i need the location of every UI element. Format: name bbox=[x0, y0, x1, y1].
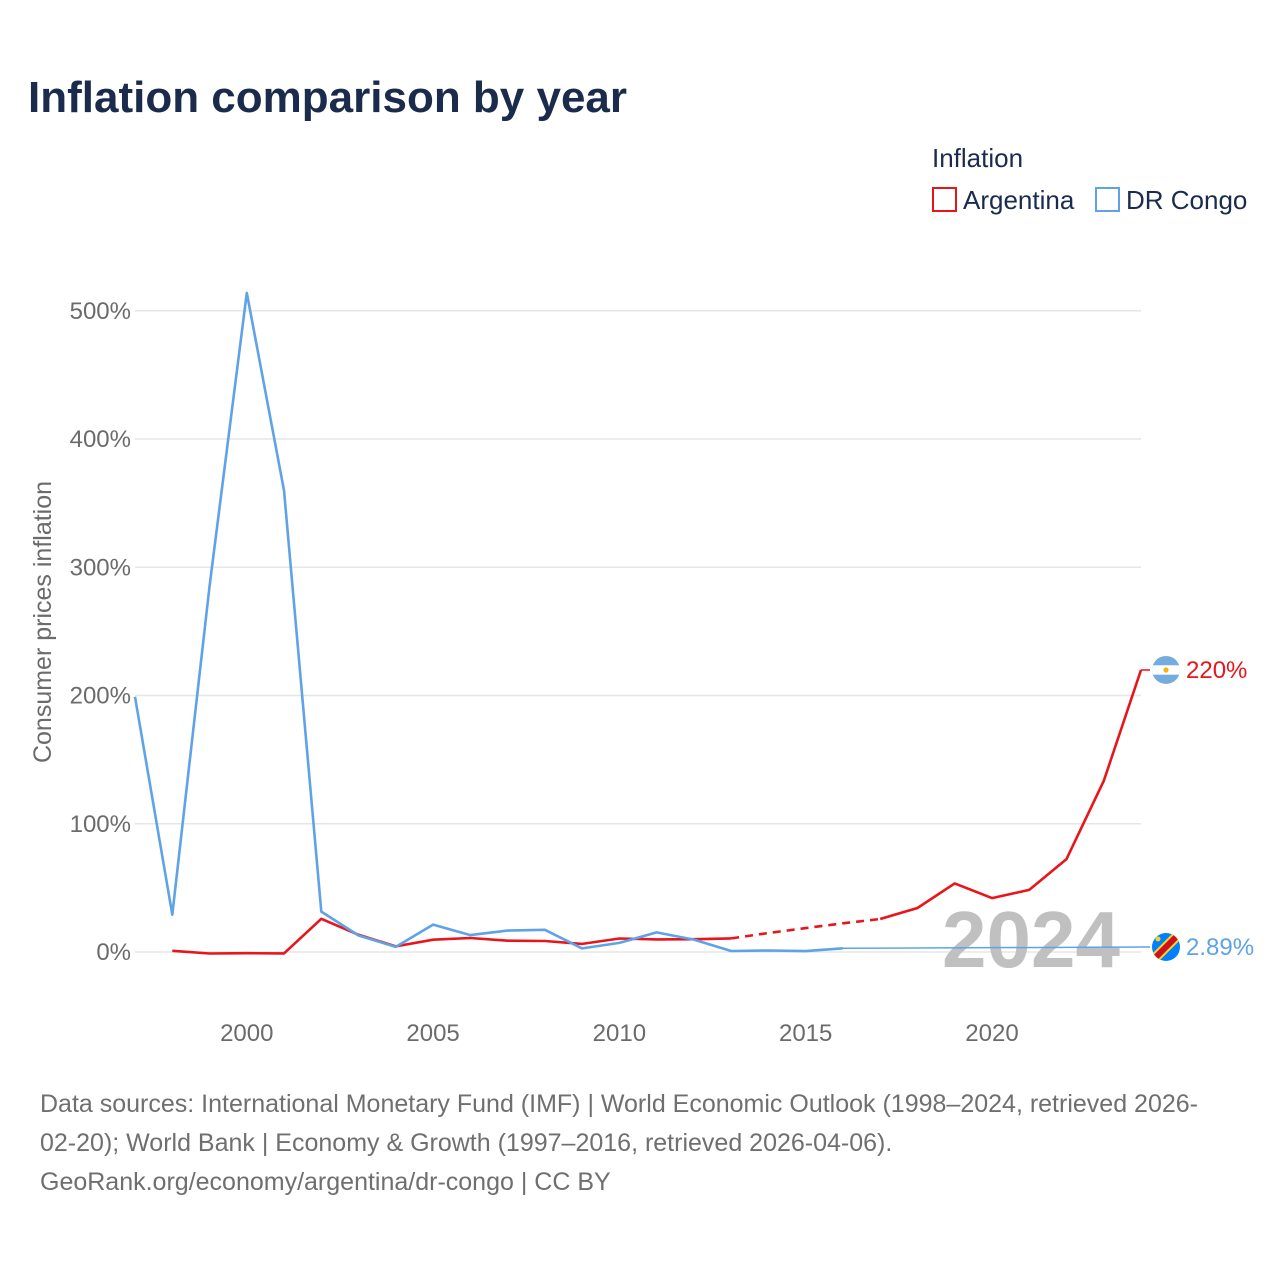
y-tick-label: 400% bbox=[70, 426, 131, 453]
data-point-argentina[interactable] bbox=[242, 948, 252, 958]
data-point-argentina[interactable] bbox=[801, 923, 811, 933]
data-point-argentina[interactable] bbox=[1024, 885, 1034, 895]
legend-item-argentina[interactable]: Argentina bbox=[932, 185, 1075, 215]
chart-canvas: Inflation comparison by year Inflation A… bbox=[28, 73, 1254, 1047]
data-point-argentina[interactable] bbox=[726, 933, 736, 943]
x-tick-label: 2015 bbox=[779, 1020, 832, 1047]
data-point-argentina[interactable] bbox=[838, 918, 848, 928]
chart-title: Inflation comparison by year bbox=[28, 73, 627, 122]
x-tick-label: 2020 bbox=[965, 1020, 1018, 1047]
data-point-dr-congo[interactable] bbox=[354, 930, 364, 940]
series-dr-congo[interactable] bbox=[130, 288, 848, 956]
y-tick-label: 100% bbox=[70, 811, 131, 838]
data-point-argentina[interactable] bbox=[912, 903, 922, 913]
data-point-argentina[interactable] bbox=[205, 949, 215, 959]
y-tick-label: 300% bbox=[70, 554, 131, 581]
data-point-dr-congo[interactable] bbox=[391, 942, 401, 952]
data-point-argentina[interactable] bbox=[503, 936, 513, 946]
data-point-argentina[interactable] bbox=[763, 928, 773, 938]
series-line-dr-congo bbox=[133, 291, 843, 953]
data-point-argentina[interactable] bbox=[1062, 854, 1072, 864]
x-tick-label: 2010 bbox=[593, 1020, 646, 1047]
x-axis-ticks: 2000 2005 2010 2015 2020 bbox=[220, 1020, 1019, 1047]
series-line-estimated-argentina bbox=[731, 917, 881, 940]
y-tick-label: 0% bbox=[96, 939, 131, 966]
data-point-argentina[interactable] bbox=[279, 948, 289, 958]
legend-swatch-dr-congo bbox=[1095, 187, 1120, 212]
legend: Inflation Argentina DR Congo bbox=[932, 143, 1247, 215]
data-point-dr-congo[interactable] bbox=[465, 930, 475, 940]
data-point-argentina[interactable] bbox=[950, 878, 960, 888]
data-point-dr-congo[interactable] bbox=[689, 935, 699, 945]
legend-title: Inflation bbox=[932, 143, 1023, 173]
data-point-argentina[interactable] bbox=[540, 936, 550, 946]
data-point-dr-congo[interactable] bbox=[428, 920, 438, 930]
data-point-dr-congo[interactable] bbox=[652, 927, 662, 937]
data-point-dr-congo[interactable] bbox=[167, 910, 177, 920]
data-point-dr-congo[interactable] bbox=[130, 692, 140, 702]
data-point-dr-congo[interactable] bbox=[577, 943, 587, 953]
end-label-dr-congo: 2.89% bbox=[1186, 934, 1254, 961]
x-tick-label: 2000 bbox=[220, 1020, 273, 1047]
source-line-2: 02-20); World Bank | Economy & Growth (1… bbox=[40, 1129, 893, 1157]
series-layer bbox=[130, 288, 1143, 959]
end-label-argentina: 220% bbox=[1186, 657, 1247, 684]
year-watermark: 2024 bbox=[942, 895, 1120, 984]
data-point-argentina[interactable] bbox=[1099, 776, 1109, 786]
y-axis-ticks: 0% 100% 200% 300% 400% 500% bbox=[70, 298, 131, 966]
data-point-dr-congo[interactable] bbox=[726, 946, 736, 956]
data-point-argentina[interactable] bbox=[428, 935, 438, 945]
data-point-dr-congo[interactable] bbox=[316, 907, 326, 917]
data-point-dr-congo[interactable] bbox=[763, 945, 773, 955]
source-line-1: Data sources: International Monetary Fun… bbox=[40, 1090, 1198, 1118]
legend-swatch-argentina bbox=[932, 187, 957, 212]
argentina-flag-icon bbox=[1152, 655, 1180, 684]
data-sources-note: Data sources: International Monetary Fun… bbox=[40, 1085, 1250, 1202]
y-axis-label: Consumer prices inflation bbox=[29, 481, 57, 763]
end-connector-dr-congo bbox=[842, 946, 1151, 950]
data-point-dr-congo[interactable] bbox=[801, 946, 811, 956]
data-point-dr-congo[interactable] bbox=[279, 485, 289, 495]
series-line-argentina bbox=[879, 669, 1143, 921]
data-point-dr-congo[interactable] bbox=[540, 925, 550, 935]
data-point-dr-congo[interactable] bbox=[614, 938, 624, 948]
y-tick-label: 200% bbox=[70, 683, 131, 710]
data-point-dr-congo[interactable] bbox=[205, 582, 215, 592]
legend-label-argentina: Argentina bbox=[963, 185, 1075, 215]
legend-label-dr-congo: DR Congo bbox=[1126, 185, 1247, 215]
source-link[interactable]: GeoRank.org/economy/argentina/dr-congo |… bbox=[40, 1168, 611, 1196]
data-point-argentina[interactable] bbox=[875, 914, 885, 924]
data-point-dr-congo[interactable] bbox=[242, 288, 252, 298]
data-point-dr-congo[interactable] bbox=[503, 926, 513, 936]
gridlines bbox=[135, 310, 1141, 953]
data-point-argentina[interactable] bbox=[167, 946, 177, 956]
legend-item-dr-congo[interactable]: DR Congo bbox=[1095, 185, 1247, 215]
y-tick-label: 500% bbox=[70, 298, 131, 325]
data-point-argentina[interactable] bbox=[987, 893, 997, 903]
dr-congo-flag-icon bbox=[1152, 933, 1180, 961]
x-tick-label: 2005 bbox=[406, 1020, 459, 1047]
